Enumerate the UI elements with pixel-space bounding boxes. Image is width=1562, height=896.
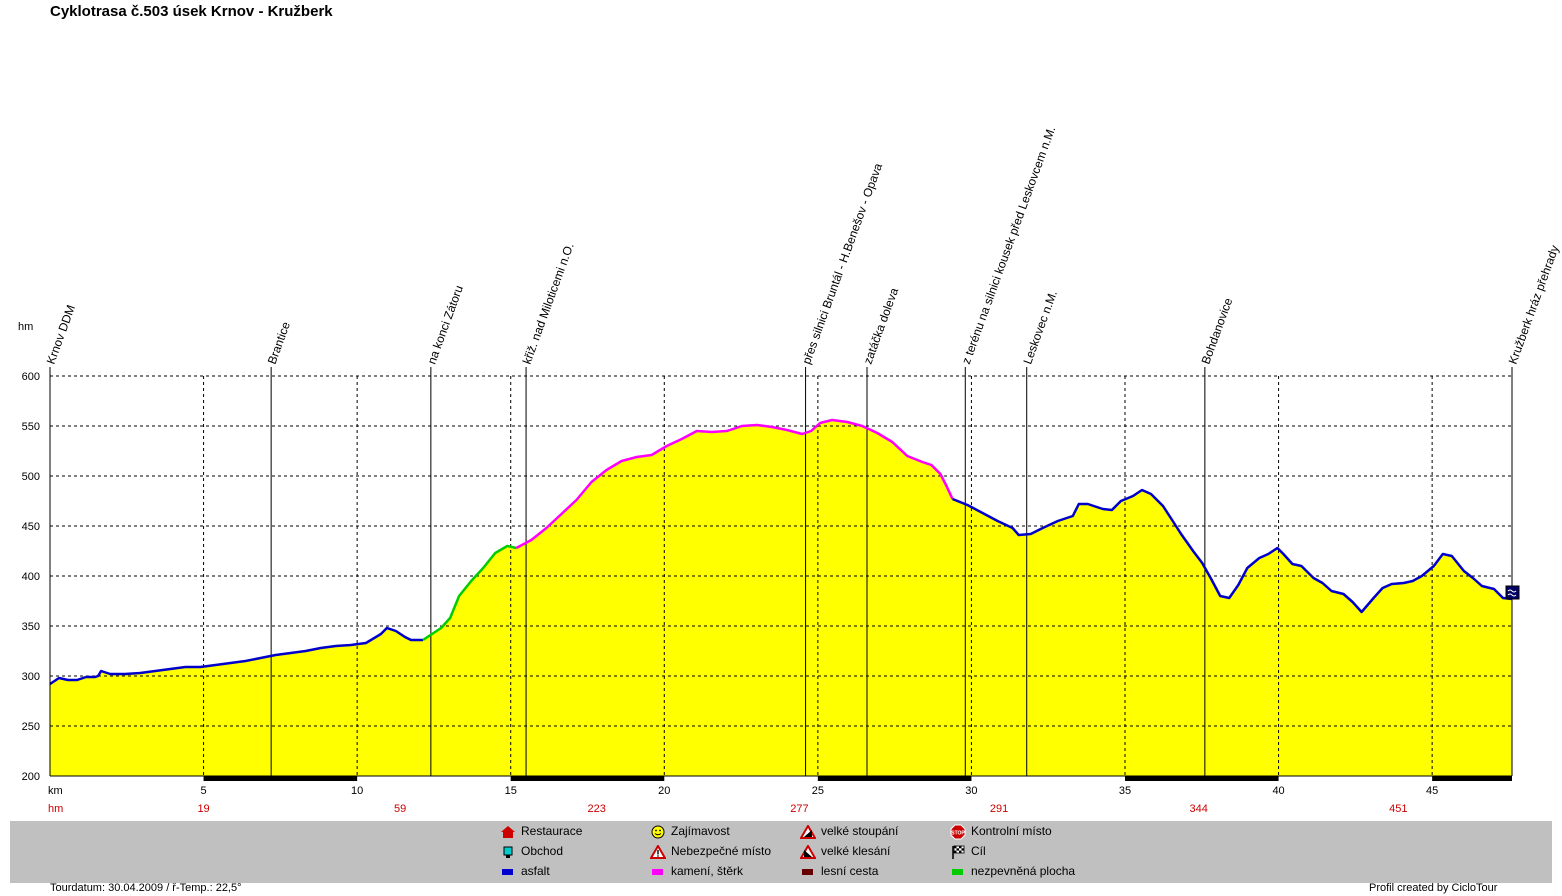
x-tick-label: 25 xyxy=(812,785,824,797)
km-scale-bar xyxy=(203,776,358,781)
legend-label: Obchod xyxy=(521,844,564,858)
dam-icon-bg xyxy=(1505,585,1520,600)
finish-flag-icon xyxy=(950,845,966,859)
legend-label: Restaurace xyxy=(521,824,583,838)
cumulative-climb-value: 223 xyxy=(588,803,606,815)
x-tick-label: 35 xyxy=(1119,785,1131,797)
waypoint-label: Leskovec n.M. xyxy=(1020,289,1060,366)
x-tick-label: 5 xyxy=(201,785,207,797)
legend-label: Nebezpečné místo xyxy=(671,844,772,858)
profile-segment xyxy=(952,488,1513,614)
waypoint-label: Kružberk hráz přehrady xyxy=(1506,243,1562,366)
km-scale-bar xyxy=(1125,776,1279,781)
legend-label: asfalt xyxy=(521,864,550,878)
cumulative-climb-value: 19 xyxy=(197,803,209,815)
y-axis-label: hm xyxy=(18,321,33,333)
tour-date-temperature: Tourdatum: 30.04.2009 / ř-Temp.: 22,5° xyxy=(50,882,242,894)
y-tick-label: 550 xyxy=(22,421,40,433)
profile-credit: Profil created by CicloTour xyxy=(1369,882,1498,894)
cumulative-climb-value: 59 xyxy=(394,803,406,815)
axes xyxy=(49,376,1520,781)
y-tick-label: 600 xyxy=(22,371,40,383)
shop-icon xyxy=(500,845,516,859)
x-tick-label: 45 xyxy=(1426,785,1438,797)
y-tick-label: 450 xyxy=(22,521,40,533)
legend-label: velké stoupání xyxy=(821,824,899,838)
forest-path-swatch xyxy=(800,865,816,879)
x-tick-label: 15 xyxy=(505,785,517,797)
legend-label: Cíl xyxy=(971,844,986,858)
legend-label: lesní cesta xyxy=(821,864,879,878)
y-tick-label: 400 xyxy=(22,571,40,583)
stop-icon: STOP xyxy=(950,824,966,840)
elevation-profile-chart: Krnov DDM Brantice na konci Zátoru křiž. na… xyxy=(18,124,1562,815)
y-tick-label: 250 xyxy=(22,721,40,733)
legend-label: Zajímavost xyxy=(671,824,730,838)
cumulative-climb-value: 277 xyxy=(790,803,808,815)
waypoint-label: Bohdanovice xyxy=(1199,296,1236,366)
profile-line xyxy=(49,418,1513,686)
km-scale-bar xyxy=(817,776,972,781)
profile-segment xyxy=(49,626,423,686)
profile-segment xyxy=(422,544,517,642)
waypoint-label: křiž. nad Miloticemi n.O. xyxy=(520,241,577,366)
x-tick-label: 10 xyxy=(351,785,363,797)
profile-area xyxy=(50,420,1512,776)
x-tick-label: 30 xyxy=(965,785,977,797)
warning-icon xyxy=(649,844,667,859)
legend: Restaurace Obchod asfalt Zajímavost Nebe… xyxy=(10,821,1552,883)
legend-label: Kontrolní místo xyxy=(971,824,1052,838)
y-tick-label: 300 xyxy=(22,671,40,683)
y-tick-label: 350 xyxy=(22,621,40,633)
km-scale-bar xyxy=(1432,776,1512,781)
x-tick-label: 40 xyxy=(1272,785,1284,797)
waypoint-label: zatáčka doleva xyxy=(861,286,902,366)
climb-row-label: hm xyxy=(48,803,63,815)
waypoint-label: na konci Zátoru xyxy=(425,284,466,367)
y-tick-label: 200 xyxy=(22,771,40,783)
y-tick-label: 500 xyxy=(22,471,40,483)
steep-climb-icon xyxy=(799,824,817,839)
waypoint-label: Krnov DDM xyxy=(44,303,78,366)
x-tick-label: 20 xyxy=(658,785,670,797)
elevation-area xyxy=(50,420,1512,776)
smiley-icon xyxy=(650,825,666,839)
asfalt-swatch xyxy=(500,865,516,879)
restaurant-icon xyxy=(500,825,516,839)
cumulative-climb-value: 344 xyxy=(1190,803,1208,815)
chart-title: Cyklotrasa č.503 úsek Krnov - Kružberk xyxy=(50,3,333,20)
legend-label: kamení, štěrk xyxy=(671,864,744,878)
legend-label: nezpevněná plocha xyxy=(971,864,1076,878)
unpaved-swatch xyxy=(950,865,966,879)
cumulative-climb-value: 451 xyxy=(1389,803,1407,815)
cumulative-climb-value: 291 xyxy=(990,803,1008,815)
profile-segment xyxy=(515,418,954,550)
dam-icon-waves xyxy=(1507,589,1517,597)
gravel-swatch xyxy=(650,865,666,879)
axis-labels: 200 250 300 350 400 450 500 550 600 5 10 15 20 25 30 35… xyxy=(18,321,1438,815)
waypoint-label: Brantice xyxy=(265,320,293,366)
km-scale-bar xyxy=(510,776,665,781)
x-axis-label: km xyxy=(48,785,63,797)
steep-descent-icon xyxy=(799,844,817,859)
svg-text:STOP: STOP xyxy=(951,831,965,837)
dam-icon xyxy=(1505,585,1520,600)
legend-label: velké klesání xyxy=(821,844,891,858)
